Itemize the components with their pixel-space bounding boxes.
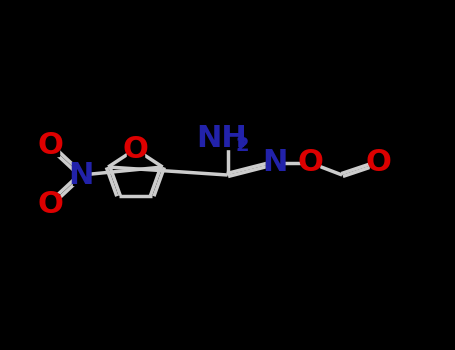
Bar	[266, 153, 283, 173]
Text: O: O	[122, 135, 148, 164]
Text: O: O	[298, 148, 324, 177]
Bar	[127, 139, 144, 160]
Bar	[41, 135, 59, 156]
Bar	[213, 128, 242, 149]
Bar	[41, 194, 59, 215]
Text: N: N	[262, 148, 288, 177]
Text: 2: 2	[236, 135, 249, 155]
Text: N: N	[69, 161, 94, 189]
Bar	[73, 164, 90, 186]
Text: O: O	[37, 190, 63, 219]
Text: O: O	[365, 148, 391, 177]
Text: O: O	[37, 131, 63, 160]
Text: NH: NH	[197, 124, 248, 153]
Bar	[369, 153, 387, 173]
Bar	[302, 153, 319, 173]
